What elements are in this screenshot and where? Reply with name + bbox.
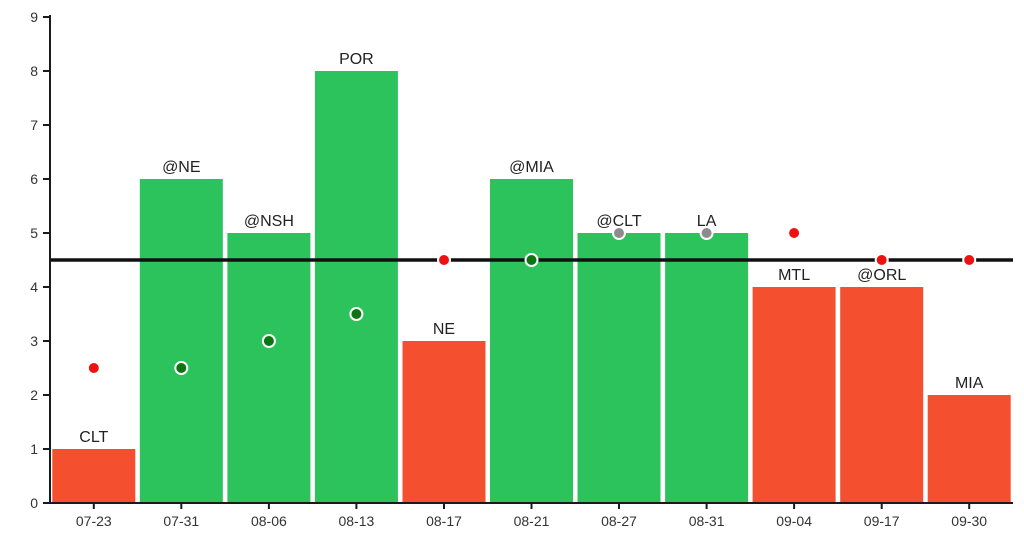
y-tick-label: 5 [30,225,38,241]
bar-07-31 [139,179,223,503]
x-tick-label: 08-31 [689,513,725,529]
bar-08-13 [314,71,398,503]
bar-09-04 [752,287,836,503]
x-tick-label: 08-13 [338,513,374,529]
x-tick-label: 08-06 [251,513,287,529]
dot-red-08-17 [437,253,451,267]
dot-gray-08-27 [612,226,626,240]
bar-label-09-17: @ORL [857,267,906,284]
bar-label-08-13: POR [339,51,374,68]
y-tick-label: 4 [30,279,38,295]
y-tick-label: 8 [30,63,38,79]
x-tick-label: 08-21 [514,513,550,529]
y-tick-label: 2 [30,387,38,403]
x-tick-label: 09-17 [864,513,900,529]
dot-green-08-06 [261,334,276,348]
dot-red-09-04 [787,226,802,240]
bar-08-21 [490,179,573,503]
bar-label-08-21: @MIA [509,159,554,176]
y-tick-label: 7 [30,117,38,133]
x-tick-label: 07-23 [76,513,112,529]
bar-label-08-06: @NSH [244,213,294,230]
bar-label-08-31: LA [697,213,717,230]
bar-08-06 [227,233,311,503]
dot-red-07-23 [86,361,101,375]
bar-label-07-23: CLT [79,429,108,446]
x-tick-label: 09-04 [776,513,812,529]
dot-gray-08-31 [699,226,714,240]
bar-label-08-27: @CLT [596,213,642,230]
x-tick-label: 08-27 [601,513,637,529]
bar-08-31 [665,233,749,503]
dot-red-09-30 [962,253,977,267]
dot-green-07-31 [174,361,189,375]
bar-08-17 [402,341,486,503]
bar-label-07-31: @NE [162,159,200,176]
x-tick-label: 09-30 [951,513,987,529]
dot-green-08-13 [349,307,364,321]
y-tick-label: 1 [30,441,38,457]
bar-07-23 [52,449,136,503]
bar-08-27 [577,233,661,503]
bar-label-09-04: MTL [778,267,810,284]
y-tick-label: 6 [30,171,38,187]
bar-09-30 [927,395,1011,503]
bar-label-09-30: MIA [955,375,984,392]
bar-09-17 [840,287,924,503]
dot-red-09-17 [874,253,889,267]
y-tick-label: 0 [30,495,38,511]
bar-label-08-17: NE [433,321,455,338]
x-tick-label: 08-17 [426,513,462,529]
dot-green-08-21 [524,253,539,267]
y-tick-label: 3 [30,333,38,349]
x-tick-label: 07-31 [163,513,199,529]
y-tick-label: 9 [30,9,38,25]
